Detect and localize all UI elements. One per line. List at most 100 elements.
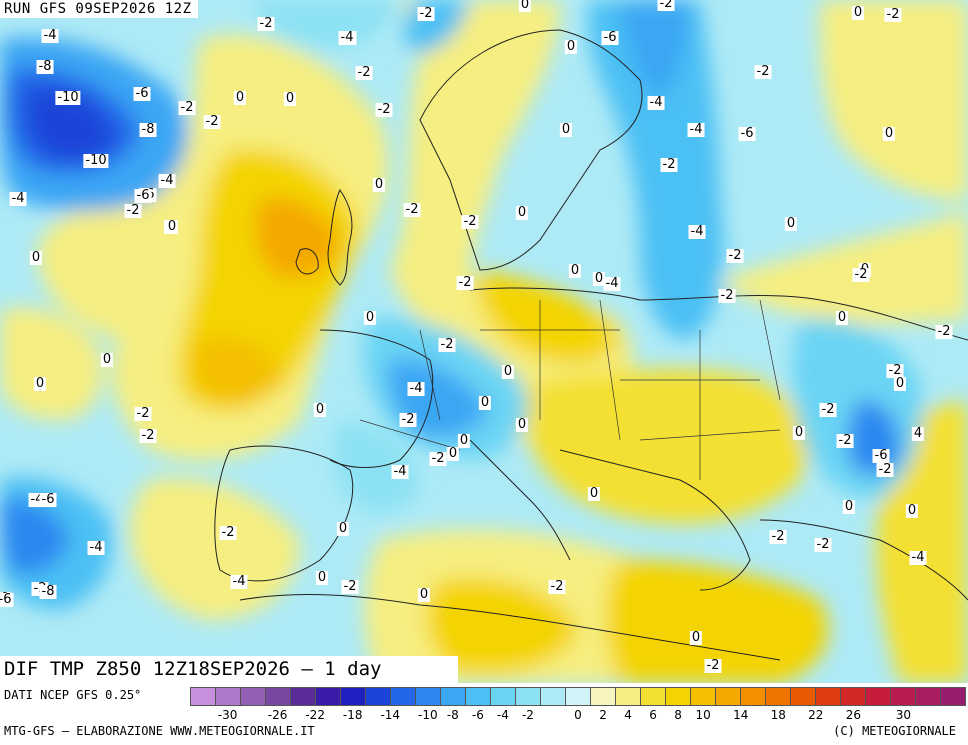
color-swatch (316, 688, 341, 705)
contour-label: -2 (178, 100, 196, 115)
color-swatch (266, 688, 291, 705)
color-swatch (791, 688, 816, 705)
contour-label: -4 (647, 95, 665, 110)
contour-label: -6 (872, 448, 890, 463)
scale-tick-label: -8 (446, 708, 459, 722)
contour-label: 0 (100, 352, 114, 367)
contour-label: -2 (769, 529, 787, 544)
scale-tick-label: 26 (845, 708, 861, 722)
scale-tick-label: -6 (471, 708, 484, 722)
contour-label: 0 (283, 91, 297, 106)
contour-label: -8 (36, 59, 54, 74)
field-title: DIF TMP Z850 12Z18SEP2026 – 1 day (0, 656, 458, 683)
color-swatch (941, 688, 965, 705)
contour-label: 0 (313, 402, 327, 417)
color-swatch (641, 688, 666, 705)
scale-tick-label: -18 (342, 708, 363, 722)
color-swatch (466, 688, 491, 705)
color-swatch (241, 688, 266, 705)
scale-tick-label: -4 (496, 708, 509, 722)
contour-label: 0 (851, 5, 865, 20)
color-swatch (341, 688, 366, 705)
color-scale-ticks: -30 -26 -22 -18 -14 -10 -8 -6 -4 -2 0 2 4 6 8 10 14 18 22 2… (190, 707, 966, 723)
contour-label: -2 (219, 525, 237, 540)
scale-tick-label: 30 (895, 708, 912, 722)
scale-tick-label: -30 (217, 708, 238, 722)
contour-label: 0 (336, 521, 350, 536)
contour-label: -2 (355, 65, 373, 80)
scale-tick-label: -2 (521, 708, 534, 722)
color-swatch (566, 688, 591, 705)
contour-label: 0 (363, 310, 377, 325)
color-swatch (666, 688, 691, 705)
color-legend: DATI NCEP GFS 0.25° -30 -26 -22 -18 -14 -10 -8… (0, 683, 968, 745)
contour-label: 0 (501, 364, 515, 379)
contour-label: -2 (417, 6, 435, 21)
contour-label: -4 (603, 276, 621, 291)
contour-label: -2 (429, 451, 447, 466)
scale-tick-label: 18 (770, 708, 786, 722)
contour-label: -4 (41, 28, 59, 43)
contour-label: -2 (704, 658, 722, 673)
contour-label: -4 (688, 224, 706, 239)
contour-label: -2 (876, 462, 894, 477)
contour-label: -2 (754, 64, 772, 79)
color-swatch (916, 688, 941, 705)
contour-label: -2 (456, 275, 474, 290)
color-swatch (366, 688, 391, 705)
contour-label: 4 (911, 426, 925, 441)
footer-copyright: (C) METEOGIORNALE (833, 724, 956, 738)
contour-label: 0 (29, 250, 43, 265)
contour-label: -10 (83, 153, 109, 168)
scale-tick-label: 2 (599, 708, 607, 722)
color-swatch (391, 688, 416, 705)
color-swatch (516, 688, 541, 705)
color-swatch (691, 688, 716, 705)
contour-label: 0 (792, 425, 806, 440)
contour-label: -2 (718, 288, 736, 303)
contour-label: -6 (134, 188, 152, 203)
color-swatch (616, 688, 641, 705)
scale-tick-label: 8 (674, 708, 682, 722)
scale-tick-label: -14 (380, 708, 401, 722)
contour-label: -2 (852, 267, 870, 282)
color-swatch (291, 688, 316, 705)
contour-label: -2 (657, 0, 675, 11)
contour-label: 0 (518, 0, 532, 12)
contour-label: -8 (39, 584, 57, 599)
map-canvas (0, 0, 968, 683)
contour-label: -2 (935, 324, 953, 339)
contour-label: -2 (548, 579, 566, 594)
contour-label: 0 (893, 376, 907, 391)
contour-label: -2 (139, 428, 157, 443)
contour-label: 0 (446, 446, 460, 461)
contour-label: -4 (338, 30, 356, 45)
color-swatch (866, 688, 891, 705)
contour-label: -6 (738, 126, 756, 141)
color-swatch (816, 688, 841, 705)
color-swatch (591, 688, 616, 705)
contour-label: -8 (139, 122, 157, 137)
footer-credit: MTG-GFS – ELABORAZIONE WWW.METEOGIORNALE… (4, 724, 315, 738)
contour-label: -6 (39, 492, 57, 507)
contour-label: -2 (124, 203, 142, 218)
color-swatch (216, 688, 241, 705)
contour-label: 0 (478, 395, 492, 410)
contour-label: 0 (33, 376, 47, 391)
contour-label: 0 (515, 205, 529, 220)
contour-label: -4 (87, 540, 105, 555)
contour-label: -2 (884, 7, 902, 22)
contour-label: -2 (438, 337, 456, 352)
contour-label: 0 (882, 126, 896, 141)
contour-label: -4 (687, 122, 705, 137)
scale-tick-label: -22 (305, 708, 325, 722)
contour-label: 0 (372, 177, 386, 192)
contour-label: -4 (909, 550, 927, 565)
contour-label: -2 (403, 202, 421, 217)
contour-label: 0 (233, 90, 247, 105)
contour-label: -2 (203, 114, 221, 129)
color-swatch (741, 688, 766, 705)
color-scale-bar (190, 687, 966, 706)
contour-label: -2 (341, 579, 359, 594)
